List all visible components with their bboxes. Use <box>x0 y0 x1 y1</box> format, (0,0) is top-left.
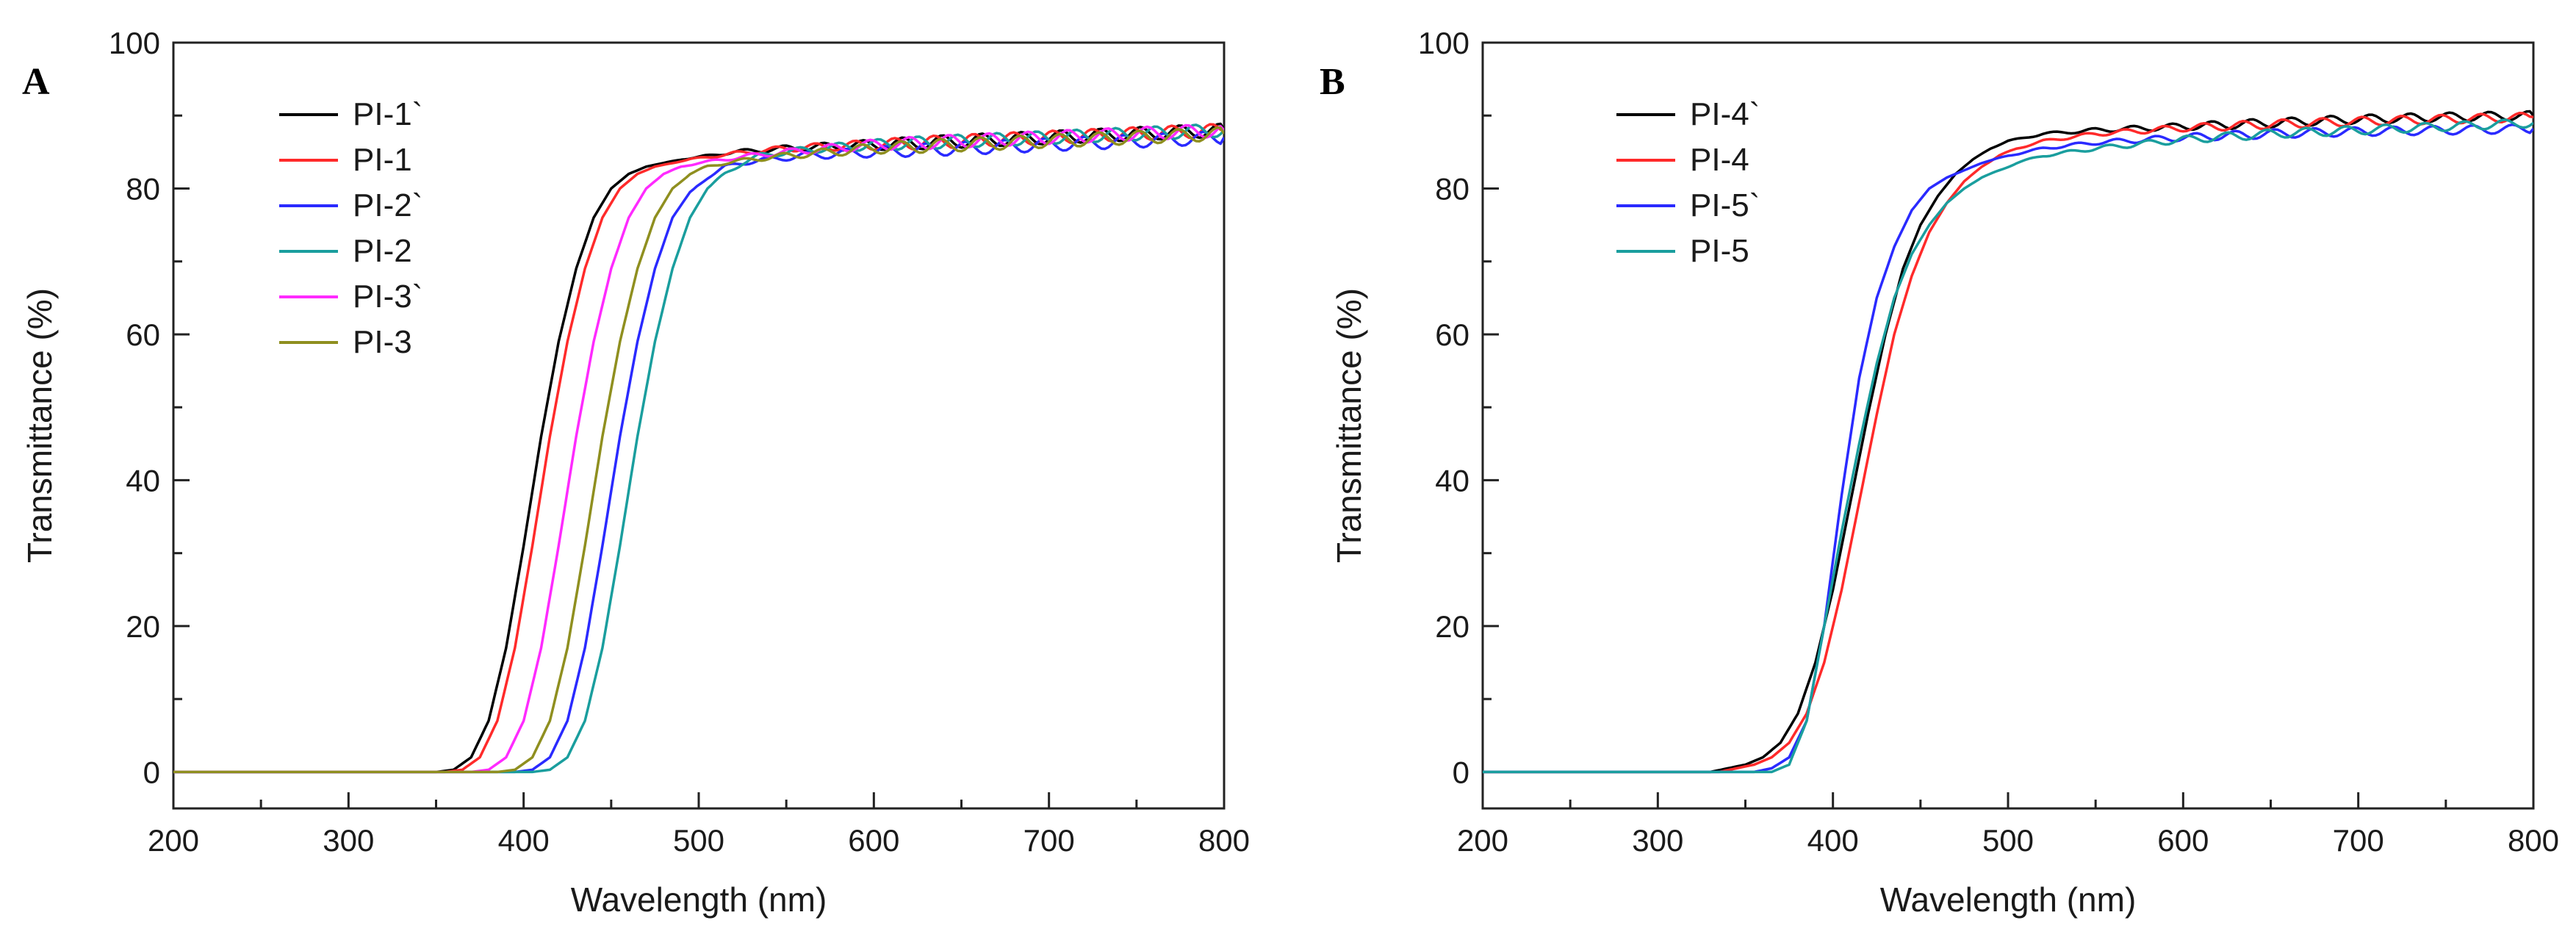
x-tick-label: 700 <box>1023 823 1075 858</box>
series-line-pi-5 <box>1483 123 2533 774</box>
x-tick-label: 700 <box>2333 823 2384 858</box>
x-tick-label: 300 <box>1632 823 1683 858</box>
series-line-pi-1 <box>173 123 1224 774</box>
legend-label: PI-5` <box>1690 187 1760 223</box>
y-tick-label: 0 <box>1453 755 1469 789</box>
y-tick-label: 0 <box>143 755 160 789</box>
y-tick-label: 100 <box>109 26 160 60</box>
chart-panel-b: 200 300 400 500 600 700 800 0 20 40 60 80 100 Wavelen… <box>1320 26 2559 919</box>
y-tick-label: 20 <box>1435 609 1469 644</box>
x-axis-title: Wavelength (nm) <box>571 880 827 919</box>
chart-panel-a: 200 300 400 500 600 700 800 0 20 40 60 80 100 Wavelen… <box>21 26 1250 919</box>
x-axis-title: Wavelength (nm) <box>1880 880 2137 919</box>
x-tick-label: 600 <box>2157 823 2209 858</box>
series-line-pi-4 <box>1483 112 2533 774</box>
series-line-pi-5 <box>1483 118 2533 774</box>
series-line-pi-3 <box>173 126 1224 774</box>
y-tick-label: 80 <box>126 171 160 206</box>
legend-label: PI-4` <box>1690 96 1760 132</box>
legend-label: PI-3` <box>353 279 422 315</box>
legend-label: PI-3 <box>353 324 412 360</box>
y-tick-label: 60 <box>1435 317 1469 352</box>
y-axis-title: Transmittance (%) <box>1330 288 1368 563</box>
series-line-pi-1 <box>173 122 1224 774</box>
panel-label: A <box>22 61 50 103</box>
legend-label: PI-2 <box>353 233 412 269</box>
y-axis-title: Transmittance (%) <box>21 288 59 563</box>
series-line-pi-4 <box>1483 110 2533 774</box>
series-line-pi-2 <box>173 130 1224 774</box>
x-tick-label: 500 <box>1982 823 2034 858</box>
x-tick-label: 800 <box>2508 823 2559 858</box>
plot-frame <box>1481 41 2535 810</box>
series-line-pi-2 <box>173 123 1224 774</box>
x-tick-label: 400 <box>498 823 550 858</box>
x-tick-label: 500 <box>673 823 724 858</box>
legend-label: PI-1 <box>353 142 412 178</box>
legend-label: PI-2` <box>353 187 422 223</box>
series-line-pi-3 <box>173 123 1224 774</box>
legend-label: PI-5 <box>1690 233 1749 269</box>
x-tick-label: 200 <box>1457 823 1508 858</box>
x-tick-label: 600 <box>848 823 899 858</box>
y-tick-label: 40 <box>126 463 160 498</box>
x-tick-label: 200 <box>148 823 199 858</box>
x-tick-label: 300 <box>323 823 374 858</box>
y-tick-label: 100 <box>1418 26 1469 60</box>
legend: PI-4` PI-4 PI-5` PI-5 <box>1616 96 1760 269</box>
y-tick-label: 60 <box>126 317 160 352</box>
y-tick-label: 80 <box>1435 171 1469 206</box>
x-tick-label: 800 <box>1198 823 1250 858</box>
x-tick-label: 400 <box>1807 823 1859 858</box>
panel-label: B <box>1320 61 1345 103</box>
legend-label: PI-1` <box>353 96 422 132</box>
y-tick-label: 20 <box>126 609 160 644</box>
legend: PI-1` PI-1 PI-2` PI-2 PI-3` PI-3 <box>279 96 422 360</box>
y-tick-label: 40 <box>1435 463 1469 498</box>
legend-label: PI-4 <box>1690 142 1749 178</box>
